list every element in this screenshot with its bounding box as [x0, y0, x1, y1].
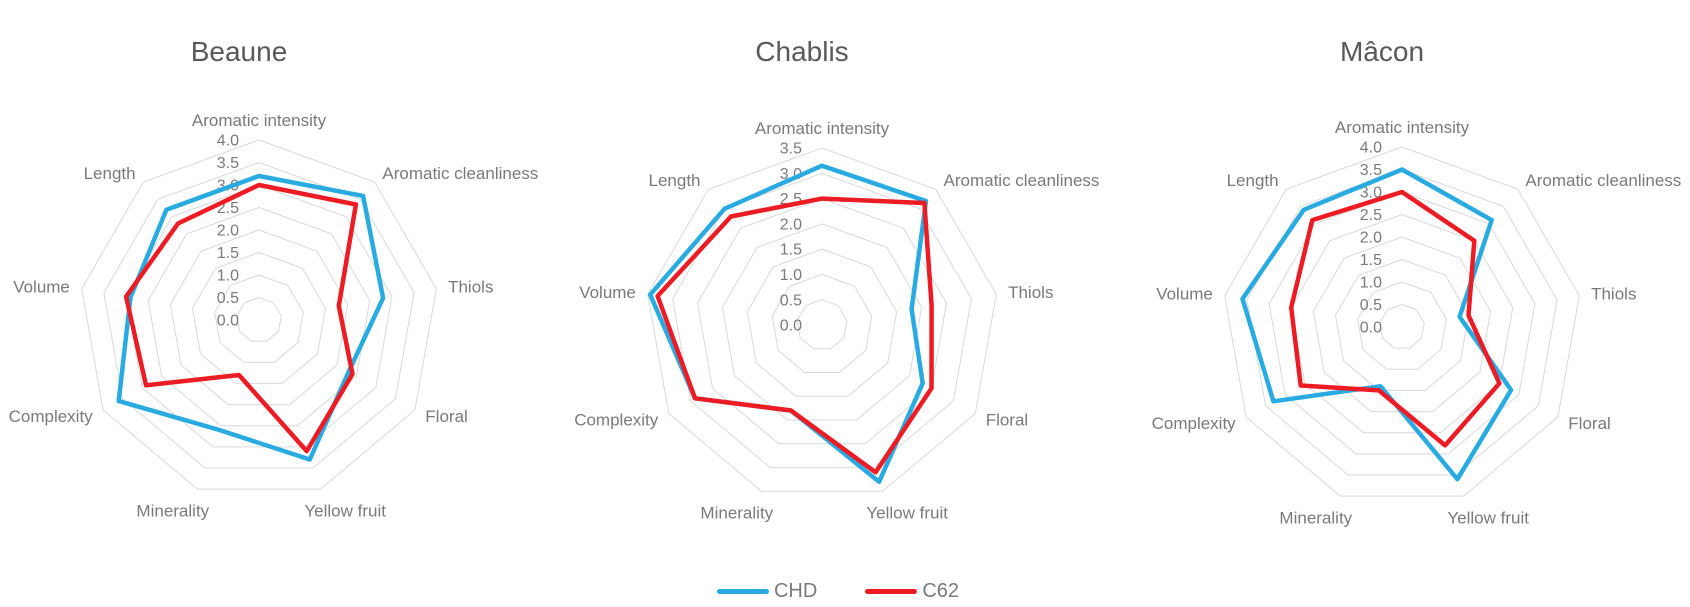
axis-label-floral: Floral	[1568, 414, 1611, 433]
axis-label-volume: Volume	[1156, 285, 1213, 304]
axis-label-thiols: Thiols	[1591, 285, 1636, 304]
grid-ring	[1379, 303, 1425, 349]
series-c62-polygon	[1288, 189, 1502, 448]
axis-label-length: Length	[649, 171, 701, 190]
tick-label: 1.0	[1360, 275, 1382, 292]
tick-label: 0.5	[780, 292, 802, 309]
grid-ring	[1334, 258, 1470, 391]
tick-label: 2.0	[217, 223, 239, 240]
tick-label: 0.5	[1360, 297, 1382, 314]
grid-ring	[236, 296, 282, 342]
grid-ring	[169, 229, 349, 406]
tick-label: 1.5	[780, 242, 802, 259]
axis-label-volume: Volume	[13, 278, 70, 297]
tick-label: 3.5	[780, 141, 802, 158]
chart-title-chablis: Chablis	[755, 36, 849, 67]
axis-label-yellow-fruit: Yellow fruit	[866, 504, 948, 523]
legend-item-chd: CHD	[716, 580, 818, 603]
axis-label-minerality: Minerality	[1279, 508, 1352, 527]
grid-ring	[1357, 281, 1447, 370]
tick-label: 3.0	[1360, 185, 1382, 202]
axis-label-aromatic-intensity: Aromatic intensity	[755, 119, 890, 138]
grid-ring	[103, 161, 415, 469]
axis-label-yellow-fruit: Yellow fruit	[1447, 508, 1529, 527]
axis-label-aromatic-cleanliness: Aromatic cleanliness	[382, 164, 538, 183]
axis-label-length: Length	[1227, 171, 1279, 190]
axis-label-aromatic-cleanliness: Aromatic cleanliness	[1525, 171, 1681, 190]
grid-ring	[721, 223, 923, 421]
tick-label: 3.5	[1360, 162, 1382, 179]
series-chd-polygon	[1240, 167, 1514, 482]
grid-ring	[771, 273, 873, 373]
grid-ring	[147, 206, 371, 427]
grid-ring	[796, 299, 848, 350]
tick-label: 1.0	[217, 268, 239, 285]
grid-ring	[1224, 146, 1580, 497]
tick-label: 0.0	[1360, 320, 1382, 337]
tick-label: 1.5	[217, 245, 239, 262]
axis-label-length: Length	[84, 164, 136, 183]
legend-swatch-c62	[865, 589, 918, 594]
tick-label: 1.0	[780, 267, 802, 284]
radar-chart-mâcon: 0.0 0.5 1.0 1.5 2.0 2.5 3.0 3.5 4.0 Aromatic inte…	[1152, 118, 1682, 527]
grid-ring	[81, 139, 437, 490]
grid-ring	[696, 198, 948, 445]
series-chd-polygon	[116, 173, 386, 462]
series-c62-polygon	[655, 196, 934, 475]
legend-item-c62: C62	[865, 580, 959, 603]
grid-ring	[214, 274, 304, 363]
tick-label: 2.5	[1360, 207, 1382, 224]
tick-label: 0.5	[217, 290, 239, 307]
series-c62-polygon	[123, 182, 359, 454]
tick-label: 2.0	[1360, 230, 1382, 247]
tick-label: 0.0	[217, 313, 239, 330]
axis-label-aromatic-cleanliness: Aromatic cleanliness	[944, 171, 1100, 190]
tick-label: 3.5	[217, 155, 239, 172]
tick-label: 4.0	[217, 133, 239, 150]
axis-label-complexity: Complexity	[574, 410, 659, 429]
chart-legend: CHD C62	[716, 580, 959, 603]
grid-ring	[1290, 213, 1514, 434]
axis-label-complexity: Complexity	[9, 407, 94, 426]
axis-label-aromatic-intensity: Aromatic intensity	[192, 111, 327, 130]
grid-ring	[1268, 191, 1536, 455]
grid-ring	[191, 251, 327, 384]
axis-label-thiols: Thiols	[448, 278, 493, 297]
legend-label-chd: CHD	[773, 580, 818, 602]
grid-ring	[746, 248, 898, 397]
tick-label: 4.0	[1360, 140, 1382, 157]
grid-ring	[647, 147, 997, 492]
axis-label-minerality: Minerality	[700, 504, 773, 523]
axis-label-thiols: Thiols	[1008, 283, 1053, 302]
series-chd-polygon	[647, 163, 929, 485]
legend-swatch-chd	[716, 589, 769, 594]
legend-label-c62: C62	[922, 580, 960, 602]
axis-label-aromatic-intensity: Aromatic intensity	[1335, 118, 1470, 137]
axis-label-complexity: Complexity	[1152, 414, 1237, 433]
chart-title-macon: Mâcon	[1339, 36, 1425, 67]
tick-label: 2.0	[780, 216, 802, 233]
axis-label-floral: Floral	[986, 410, 1029, 429]
chart-title-beaune: Beaune	[190, 36, 288, 67]
tick-label: 0.0	[780, 318, 802, 335]
tick-label: 1.5	[1360, 252, 1382, 269]
axis-label-minerality: Minerality	[136, 501, 209, 520]
axis-label-volume: Volume	[579, 283, 636, 302]
axis-label-floral: Floral	[425, 407, 468, 426]
axis-label-yellow-fruit: Yellow fruit	[304, 501, 386, 520]
